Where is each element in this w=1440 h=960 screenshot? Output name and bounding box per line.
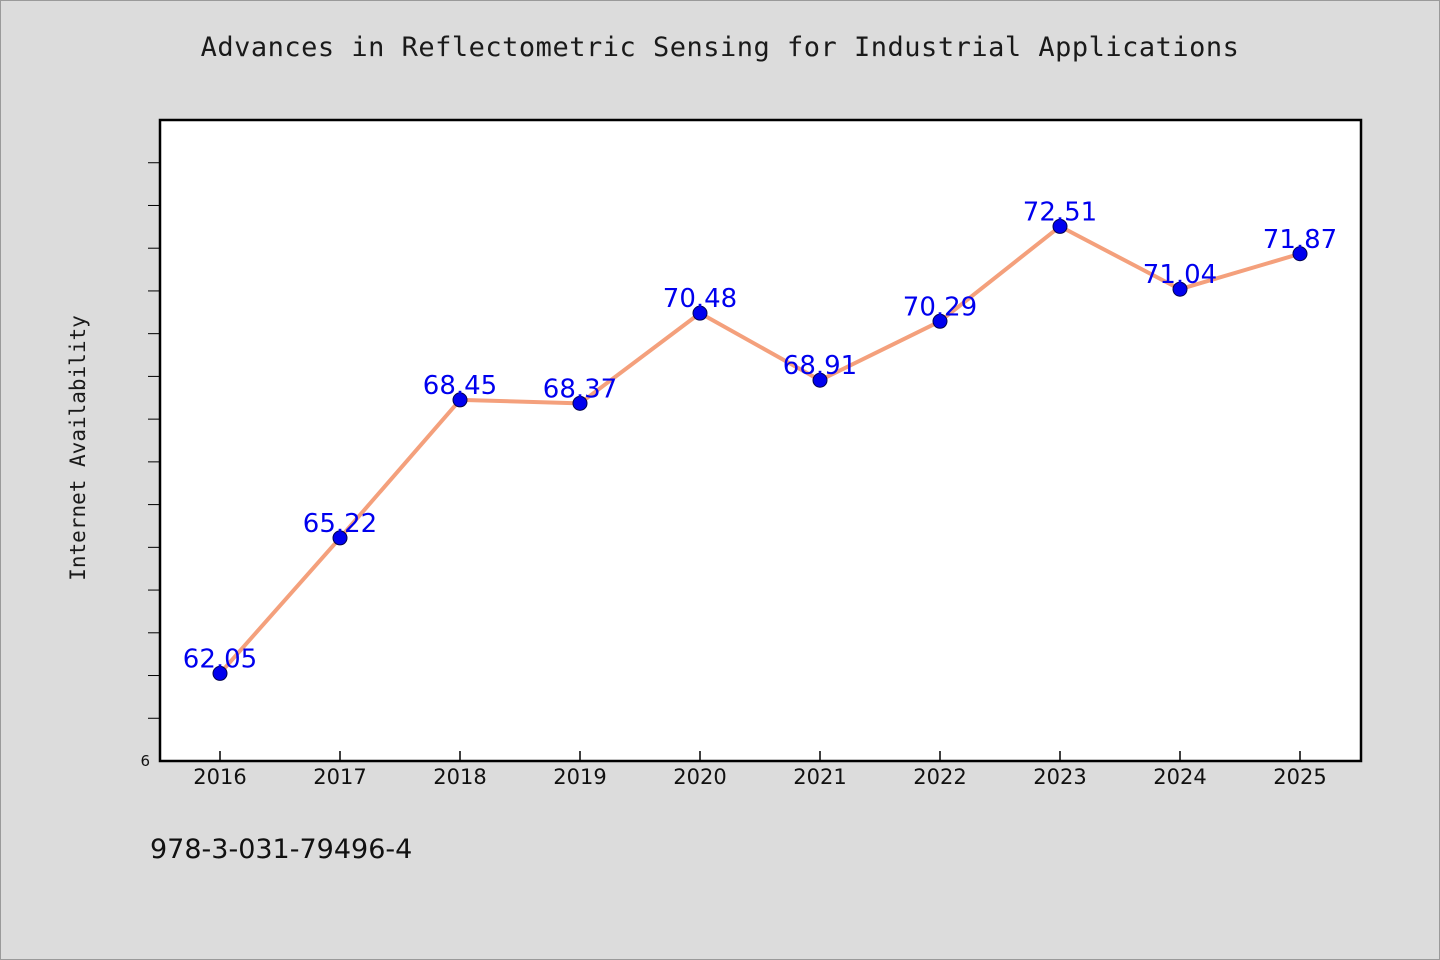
data-label: 65.22: [303, 509, 377, 539]
data-label: 71.87: [1263, 225, 1337, 255]
x-tick-label: 2017: [313, 765, 366, 789]
data-point: [932, 313, 948, 329]
data-label: 68.45: [423, 371, 497, 401]
x-tick-label: 2020: [673, 765, 726, 789]
x-tick-label: 2016: [193, 765, 246, 789]
data-point: [1172, 281, 1188, 297]
x-tick-label: 2019: [553, 765, 606, 789]
data-point: [692, 305, 708, 321]
data-point: [452, 392, 468, 408]
x-tick-label: 2024: [1153, 765, 1206, 789]
data-point: [332, 530, 348, 546]
data-point: [212, 665, 228, 681]
chart-title: Advances in Reflectometric Sensing for I…: [200, 32, 1240, 63]
data-point: [812, 372, 828, 388]
data-point: [1292, 246, 1308, 262]
data-label: 70.29: [903, 292, 977, 322]
x-tick-label: 2025: [1273, 765, 1326, 789]
x-axis-ticks: 2016 2017 2018 2019 2020 2021 2022 2023 2024 2025: [193, 751, 1327, 789]
data-labels-group: 62.05 65.22 68.45 68.37 70.48 68.91 70.29 72.51…: [183, 197, 1337, 674]
data-label: 68.37: [543, 374, 617, 404]
data-label: 71.04: [1143, 260, 1217, 290]
data-point: [1052, 218, 1068, 234]
data-label: 68.91: [783, 351, 857, 381]
x-tick-label: 2023: [1033, 765, 1086, 789]
data-label: 72.51: [1023, 197, 1097, 227]
x-tick-label: 2022: [913, 765, 966, 789]
x-tick-label: 2018: [433, 765, 486, 789]
data-point: [572, 395, 588, 411]
isbn-text: 978-3-031-79496-4: [150, 834, 413, 865]
data-label: 62.05: [183, 644, 257, 674]
y-axis-ticks: 6: [140, 162, 160, 770]
x-tick-label: 2021: [793, 765, 846, 789]
series-line: [218, 224, 1302, 676]
y-tick-label: 6: [140, 752, 150, 770]
plot-area: [158, 118, 1363, 763]
series-group: [212, 218, 1308, 681]
data-label: 70.48: [663, 284, 737, 314]
